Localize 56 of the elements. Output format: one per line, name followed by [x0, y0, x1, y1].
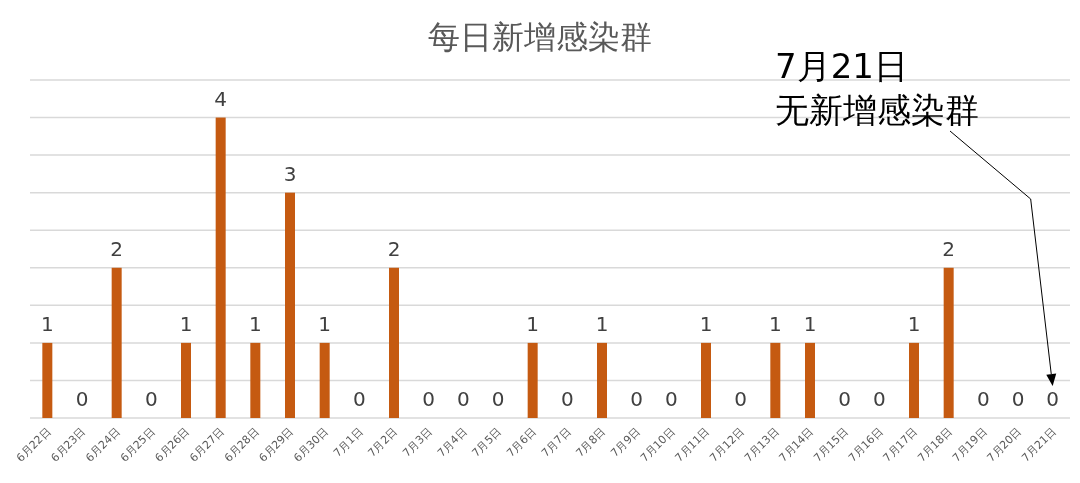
data-label: 1	[526, 311, 540, 336]
bar	[943, 267, 954, 418]
data-label: 0	[560, 387, 574, 411]
data-label: 0	[144, 387, 158, 411]
data-label: 0	[352, 387, 366, 411]
bar	[250, 342, 261, 418]
bar	[770, 342, 781, 418]
data-label: 0	[456, 387, 470, 411]
data-label: 1	[907, 311, 921, 336]
annotation: 无新增感染群	[775, 90, 979, 130]
data-label: 1	[768, 311, 782, 336]
data-label: 0	[872, 387, 886, 411]
bar	[527, 342, 538, 418]
x-tick-label: 7月4日	[434, 424, 470, 460]
bar	[909, 342, 919, 418]
data-label: 0	[838, 387, 852, 411]
bar	[111, 267, 122, 418]
data-label: 0	[664, 387, 678, 411]
bar	[42, 342, 53, 418]
annotation: 7月21日	[775, 46, 908, 86]
data-label: 2	[942, 236, 956, 261]
data-label: 1	[248, 311, 262, 336]
bar	[215, 117, 226, 418]
x-tick-label: 7月7日	[538, 424, 574, 460]
data-label: 2	[387, 236, 401, 261]
x-tick-label: 7月5日	[469, 424, 505, 460]
data-label: 0	[75, 387, 89, 411]
data-label: 1	[803, 311, 817, 336]
data-label: 1	[699, 311, 713, 336]
x-tick-label: 7月8日	[573, 424, 609, 460]
bar	[389, 267, 399, 418]
chart-title: 每日新增感染群	[428, 18, 652, 56]
data-label: 1	[595, 311, 609, 336]
data-label: 0	[491, 387, 505, 411]
data-label: 3	[283, 161, 297, 186]
data-label: 1	[40, 311, 54, 336]
x-tick-label: 7月3日	[400, 424, 435, 460]
bar	[319, 342, 330, 418]
x-tick-label: 7月1日	[330, 424, 366, 460]
bar	[805, 342, 815, 418]
data-label: 2	[110, 236, 124, 261]
bar	[181, 342, 191, 418]
bar	[597, 342, 607, 418]
x-tick-label: 7月6日	[504, 424, 539, 460]
data-label: 0	[976, 387, 990, 411]
data-label: 0	[1011, 387, 1025, 411]
bar	[701, 342, 711, 418]
data-label: 1	[179, 311, 193, 336]
data-label: 0	[630, 387, 644, 411]
data-label: 0	[1046, 387, 1060, 411]
bar	[285, 192, 295, 418]
x-tick-label: 7月2日	[365, 424, 401, 460]
data-label: 1	[318, 311, 332, 336]
data-label: 4	[214, 86, 228, 111]
data-label: 0	[734, 387, 748, 411]
data-label: 0	[422, 387, 436, 411]
